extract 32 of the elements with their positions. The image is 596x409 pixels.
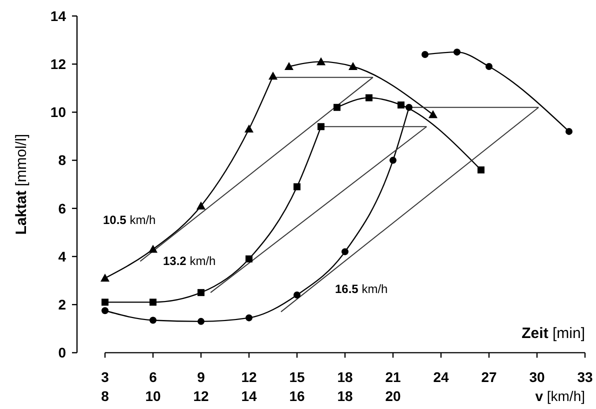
x-tick-label: 6: [149, 369, 158, 385]
y-tick-label: 10: [50, 104, 66, 120]
y-tick-label: 2: [58, 296, 66, 312]
y-tick-label: 14: [50, 8, 66, 24]
annotation: 16.5 km/h: [335, 282, 388, 296]
x-tick-label: 9: [197, 369, 206, 385]
x2-tick-label: 20: [385, 388, 401, 404]
y-tick-label: 4: [58, 248, 66, 264]
x-tick-label: 27: [481, 369, 497, 385]
x-tick-label: 12: [241, 369, 257, 385]
x-tick-label: 15: [289, 369, 305, 385]
x-tick-label: 21: [385, 369, 401, 385]
y-tick-label: 6: [58, 200, 66, 216]
annotation: 10.5 km/h: [103, 213, 156, 228]
x2-tick-label: 10: [145, 388, 161, 404]
y-tick-label: 8: [58, 152, 66, 168]
annotation: 13.2 km/h: [163, 254, 216, 268]
y-axis-title: Laktat [mmol/l]: [13, 134, 30, 235]
x2-tick-label: 16: [289, 388, 305, 404]
x-tick-label: 30: [529, 369, 545, 385]
x2-tick-label: 8: [101, 388, 110, 404]
x-tick-label: 18: [337, 369, 353, 385]
x-tick-label: 3: [101, 369, 110, 385]
x-tick-label: 24: [433, 369, 449, 385]
x2-tick-label: 12: [193, 388, 209, 404]
x-axis-title: Zeit [min]: [522, 325, 585, 342]
y-tick-label: 0: [58, 344, 66, 361]
x2-tick-label: 14: [241, 388, 257, 404]
x-tick-label: 33: [577, 369, 593, 385]
x2-axis-title: v [km/h]: [535, 388, 585, 404]
y-tick-label: 12: [50, 56, 66, 72]
x2-tick-label: 18: [337, 388, 353, 404]
